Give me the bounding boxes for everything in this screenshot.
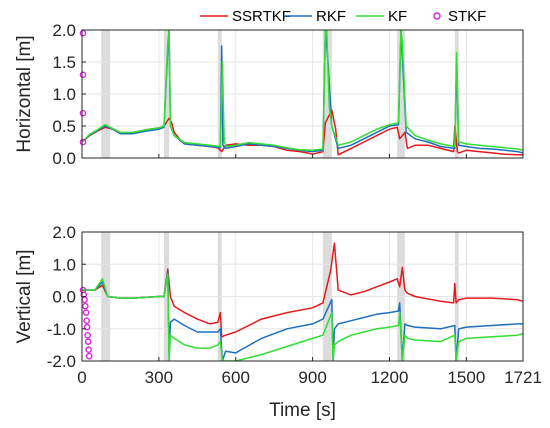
x-tick-label: 0 bbox=[77, 368, 86, 387]
y-tick-label: -1.0 bbox=[47, 320, 76, 339]
y-axis-label: Vertical [m] bbox=[14, 250, 35, 344]
data-point-stkf bbox=[85, 346, 92, 354]
y-tick-label: 0.0 bbox=[52, 149, 76, 168]
x-tick-label: 900 bbox=[298, 368, 326, 387]
x-tick-label: 1500 bbox=[447, 368, 485, 387]
legend-label-kf: KF bbox=[388, 8, 407, 25]
series-line-kf bbox=[82, 273, 523, 361]
y-tick-label: 0.5 bbox=[52, 117, 76, 136]
data-point-stkf bbox=[82, 309, 90, 316]
y-tick-label: 1.5 bbox=[52, 53, 76, 72]
data-point-stkf bbox=[83, 323, 91, 331]
y-tick-label: 2.0 bbox=[52, 21, 76, 40]
x-tick-label: 1200 bbox=[371, 368, 409, 387]
data-point-stkf bbox=[79, 109, 87, 117]
legend-label-ssrtkf: SSRTKF bbox=[232, 8, 291, 25]
data-point-stkf bbox=[79, 29, 87, 37]
series-line-kf bbox=[82, 30, 523, 152]
y-tick-label: 1.0 bbox=[52, 85, 76, 104]
data-point-stkf bbox=[84, 338, 92, 345]
legend-label-stkf: STKF bbox=[448, 8, 486, 25]
y-tick-label: -2.0 bbox=[47, 352, 76, 371]
legend-marker-stkf bbox=[433, 12, 441, 20]
data-point-stkf bbox=[79, 138, 87, 146]
data-point-stkf bbox=[85, 352, 93, 360]
y-tick-label: 2.0 bbox=[52, 223, 76, 242]
x-axis-label: Time [s] bbox=[269, 400, 336, 421]
x-tick-label: 600 bbox=[222, 368, 250, 387]
panel-vertical: -2.0 -1.0 0.0 1.0 2.0 0 300 600 900 1200 1500 1721 V… bbox=[14, 223, 542, 421]
legend-label-rkf: RKF bbox=[316, 8, 346, 25]
x-tick-label: 1721 bbox=[504, 368, 542, 387]
data-point-stkf bbox=[83, 317, 90, 324]
y-tick-label: 1.0 bbox=[52, 255, 76, 274]
panel-horizontal: 0.0 0.5 1.0 1.5 2.0 Horizontal [m] bbox=[14, 21, 524, 168]
y-tick-label: 0.0 bbox=[52, 288, 76, 307]
legend: SSRTKF RKF KF STKF bbox=[200, 8, 486, 25]
data-point-stkf bbox=[82, 302, 89, 310]
y-axis-label: Horizontal [m] bbox=[14, 35, 35, 152]
data-point-stkf bbox=[79, 71, 87, 79]
x-tick-label: 300 bbox=[145, 368, 173, 387]
data-point-stkf bbox=[84, 331, 91, 339]
